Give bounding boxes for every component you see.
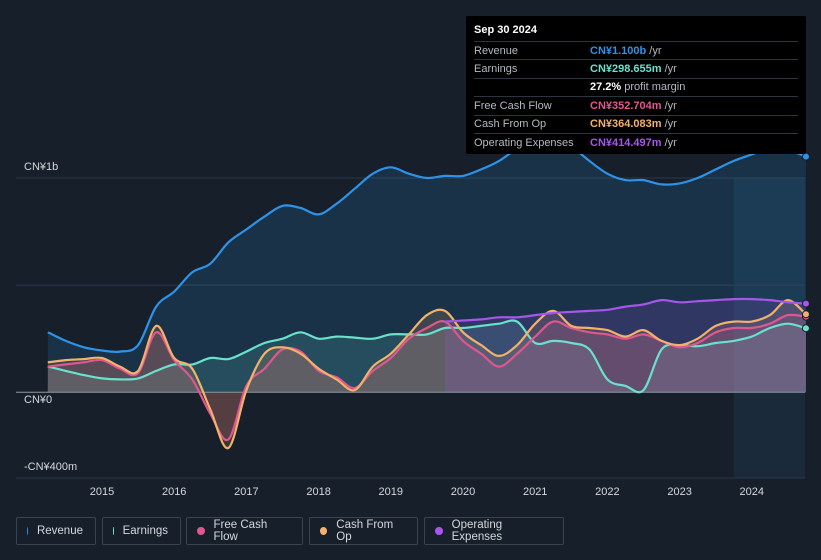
endpoint-operating-expenses: [801, 299, 810, 308]
legend-item-free-cash-flow[interactable]: Free Cash Flow: [186, 517, 303, 545]
x-axis-ticks: 2015 2016 2017 2018 2019 2020 2021 2022 2023 2024: [90, 486, 764, 498]
tooltip-row-label: Cash From Op: [474, 118, 547, 131]
tooltip-row: Operating Expenses CN¥414.497m/yr: [474, 132, 798, 151]
tooltip-row-value: CN¥352.704m: [590, 99, 662, 112]
y-label-zero: CN¥0: [24, 394, 52, 406]
legend-label: Earnings: [122, 525, 168, 537]
y-label-bottom: -CN¥400m: [24, 461, 77, 473]
tooltip-row-value: 27.2%: [590, 81, 622, 94]
legend-dot-icon: [435, 527, 443, 535]
tooltip-row: 27.2% profit margin: [474, 77, 798, 96]
line-revenue: [47, 130, 807, 354]
x-tick-label: 2023: [667, 486, 691, 498]
legend-dot-icon: [197, 527, 205, 535]
x-tick-label: 2015: [90, 486, 114, 498]
endpoint-earnings: [801, 324, 810, 333]
x-tick-label: 2022: [595, 486, 619, 498]
endpoint-revenue: [801, 152, 810, 161]
legend-label: Revenue: [36, 525, 83, 537]
tooltip-row-value: CN¥364.083m: [590, 118, 662, 131]
tooltip-date: Sep 30 2024: [474, 24, 537, 36]
tooltip-row-unit: /yr: [664, 63, 677, 76]
tooltip-row: Revenue CN¥1.100b/yr: [474, 41, 798, 59]
endpoint-cash-from-op: [801, 310, 810, 319]
tooltip-row-label: Operating Expenses: [474, 136, 574, 149]
tooltip-row-value: CN¥1.100b: [590, 44, 647, 57]
tooltip-row: Cash From Op CN¥364.083m/yr: [474, 114, 798, 133]
line-cash-from-op: [47, 298, 807, 450]
legend-dot-icon: [27, 527, 28, 535]
area-free-cash-flow: [47, 314, 807, 441]
legend-item-cash-from-op[interactable]: Cash From Op: [309, 517, 418, 545]
tooltip-row-value: CN¥414.497m: [590, 136, 662, 149]
legend-label: Free Cash Flow: [213, 519, 268, 543]
tooltip-row-unit: profit margin: [624, 81, 686, 94]
x-tick-label: 2019: [379, 486, 403, 498]
tooltip-row: Free Cash Flow CN¥352.704m/yr: [474, 96, 798, 114]
line-operating-expenses: [444, 297, 807, 323]
x-tick-label: 2024: [740, 486, 764, 498]
legend-label: Operating Expenses: [451, 519, 503, 543]
legend-item-revenue[interactable]: Revenue: [16, 517, 96, 545]
legend-label: Cash From Op: [336, 519, 394, 543]
tooltip-row: Earnings CN¥298.655m/yr: [474, 59, 798, 77]
tooltip-row-value: CN¥298.655m: [590, 63, 662, 76]
legend-dot-icon: [113, 527, 114, 535]
x-tick-label: 2018: [306, 486, 330, 498]
tooltip-panel: Sep 30 2024 Revenue CN¥1.100b/yr Earnings C…: [466, 16, 806, 154]
area-earnings: [47, 320, 807, 393]
tooltip-row-unit: /yr: [664, 136, 677, 149]
tooltip-row-unit: /yr: [649, 44, 662, 57]
series-lines: [47, 130, 810, 450]
tooltip-row-label: Revenue: [474, 44, 519, 57]
tooltip-row-label: Earnings: [474, 63, 518, 76]
line-free-cash-flow: [47, 313, 807, 442]
legend-dot-icon: [320, 527, 328, 535]
x-tick-label: 2021: [523, 486, 547, 498]
x-tick-label: 2017: [234, 486, 258, 498]
tooltip-row-unit: /yr: [664, 99, 677, 112]
tooltip-row-label: Free Cash Flow: [474, 99, 552, 112]
y-label-top: CN¥1b: [24, 161, 58, 173]
tooltip-row-unit: /yr: [664, 118, 677, 131]
x-tick-label: 2020: [451, 486, 475, 498]
legend-item-earnings[interactable]: Earnings: [102, 517, 181, 545]
legend-item-operating-expenses[interactable]: Operating Expenses: [424, 517, 564, 545]
x-tick-label: 2016: [162, 486, 186, 498]
area-revenue: [47, 131, 807, 393]
